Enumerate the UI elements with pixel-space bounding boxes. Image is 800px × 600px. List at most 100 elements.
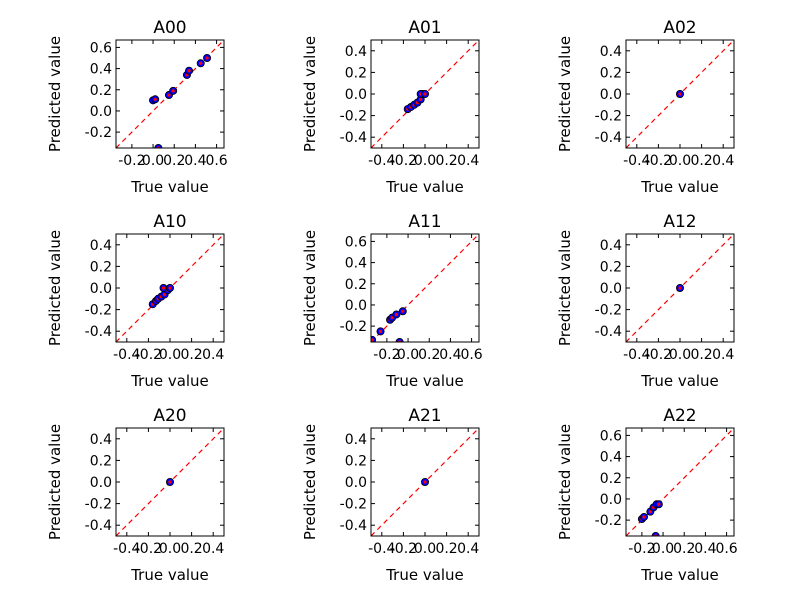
x-axis-label: True value: [385, 566, 464, 584]
x-tick-label: -0.4: [113, 347, 140, 363]
x-tick-label: 0.2: [435, 153, 457, 169]
x-tick-label: 0.2: [418, 347, 440, 363]
x-tick-label: -0.2: [118, 153, 145, 169]
x-tick-label: 0.6: [205, 153, 227, 169]
data-point: [203, 54, 212, 63]
y-axis-label: Predicted value: [556, 230, 574, 346]
y-tick-label: 0.4: [600, 450, 622, 466]
y-tick-label: -0.4: [340, 518, 367, 534]
data-point: [196, 59, 205, 68]
data-point: [185, 66, 194, 75]
subplot-a22: -0.20.00.20.40.6-0.20.00.20.40.6A22True …: [556, 406, 738, 584]
plot-frame: [370, 233, 480, 343]
y-tick-label: -0.2: [340, 319, 367, 335]
y-axis-label: Predicted value: [556, 424, 574, 540]
data-point: [676, 283, 685, 292]
y-tick-label: 0.0: [90, 281, 112, 297]
x-tick-label: 0.4: [694, 541, 716, 557]
y-tick-label: -0.2: [595, 303, 622, 319]
y-tick-label: 0.2: [345, 65, 367, 81]
x-axis-label: True value: [640, 566, 719, 584]
data-point: [420, 477, 429, 486]
y-tick-label: 0.6: [600, 428, 622, 444]
x-tick-label: 0.2: [180, 347, 202, 363]
subplot-title: A21: [408, 406, 441, 426]
x-tick-label: 0.6: [460, 347, 482, 363]
x-tick-label: 0.0: [669, 153, 691, 169]
data-point: [640, 512, 649, 521]
subplot-a11: -0.20.00.20.40.6-0.20.00.20.40.6A11True …: [301, 212, 483, 390]
y-axis-label: Predicted value: [46, 36, 64, 152]
data-point: [165, 477, 174, 486]
x-tick-label: 0.0: [159, 347, 181, 363]
y-tick-label: 0.0: [600, 281, 622, 297]
x-tick-label: -0.4: [623, 153, 650, 169]
plot-frame: [625, 427, 735, 537]
x-tick-label: 0.4: [202, 347, 224, 363]
x-tick-label: -0.2: [390, 541, 417, 557]
y-tick-label: 0.2: [90, 453, 112, 469]
y-tick-label: -0.4: [595, 130, 622, 146]
y-tick-label: 0.4: [345, 256, 367, 272]
y-tick-label: -0.4: [85, 324, 112, 340]
y-tick-label: 0.2: [90, 259, 112, 275]
x-axis-label: True value: [130, 372, 209, 390]
y-tick-label: 0.4: [90, 238, 112, 254]
x-tick-label: -0.2: [373, 347, 400, 363]
reference-line: [371, 234, 479, 342]
x-tick-label: -0.2: [645, 153, 672, 169]
x-tick-label: -0.4: [368, 541, 395, 557]
x-tick-label: -0.4: [368, 153, 395, 169]
x-tick-label: 0.4: [712, 153, 734, 169]
subplot-a12: -0.4-0.20.0 0.2 0.4-0.4-0.20.00.20.4A12Tru…: [556, 212, 735, 390]
subplot-title: A02: [663, 18, 696, 38]
x-tick-label: -0.4: [623, 347, 650, 363]
y-tick-label: 0.2: [345, 453, 367, 469]
y-axis-label: Predicted value: [301, 36, 319, 152]
y-tick-label: 0.4: [345, 44, 367, 60]
data-point: [420, 90, 429, 99]
x-tick-label: -0.4: [113, 541, 140, 557]
subplot-a01: -0.4-0.20.0 0.2 0.4-0.4-0.20.00.20.4A01Tru…: [301, 18, 480, 196]
plot-frame: [115, 39, 225, 149]
y-tick-label: -0.4: [85, 518, 112, 534]
subplot-title: A12: [663, 212, 696, 232]
x-tick-label: 0.0: [414, 541, 436, 557]
x-axis-label: True value: [130, 566, 209, 584]
subplot-title: A11: [408, 212, 441, 232]
data-point: [151, 95, 160, 104]
x-tick-label: -0.2: [135, 541, 162, 557]
subplot-title: A10: [153, 212, 186, 232]
y-axis-label: Predicted value: [301, 230, 319, 346]
x-tick-label: 0.0: [397, 347, 419, 363]
x-axis-label: True value: [385, 372, 464, 390]
y-tick-label: 0.2: [600, 65, 622, 81]
data-point: [398, 307, 407, 316]
y-tick-label: -0.2: [595, 109, 622, 125]
subplot-a10: -0.4-0.20.0 0.2 0.4-0.4-0.20.00.20.4A10Tru…: [46, 212, 225, 390]
data-point: [376, 327, 385, 336]
x-axis-label: True value: [385, 178, 464, 196]
y-tick-label: -0.2: [340, 497, 367, 513]
y-tick-label: 0.2: [345, 277, 367, 293]
data-point: [654, 500, 663, 509]
x-tick-label: 0.4: [439, 347, 461, 363]
x-tick-label: 0.2: [435, 541, 457, 557]
subplot-a02: -0.4-0.20.0 0.2 0.4-0.4-0.20.00.20.4A02Tru…: [556, 18, 735, 196]
x-axis-label: True value: [640, 178, 719, 196]
y-tick-label: 0.4: [600, 44, 622, 60]
y-tick-label: -0.2: [595, 513, 622, 529]
x-tick-label: 0.0: [159, 541, 181, 557]
y-tick-label: 0.2: [600, 471, 622, 487]
x-tick-label: -0.2: [645, 347, 672, 363]
data-point: [169, 86, 178, 95]
y-tick-label: 0.4: [345, 432, 367, 448]
x-tick-label: 0.0: [142, 153, 164, 169]
y-tick-label: -0.2: [85, 303, 112, 319]
y-tick-label: 0.6: [345, 234, 367, 250]
y-tick-label: 0.0: [600, 492, 622, 508]
x-tick-label: 0.0: [414, 153, 436, 169]
x-tick-label: 0.6: [715, 541, 737, 557]
data-point: [371, 335, 377, 342]
